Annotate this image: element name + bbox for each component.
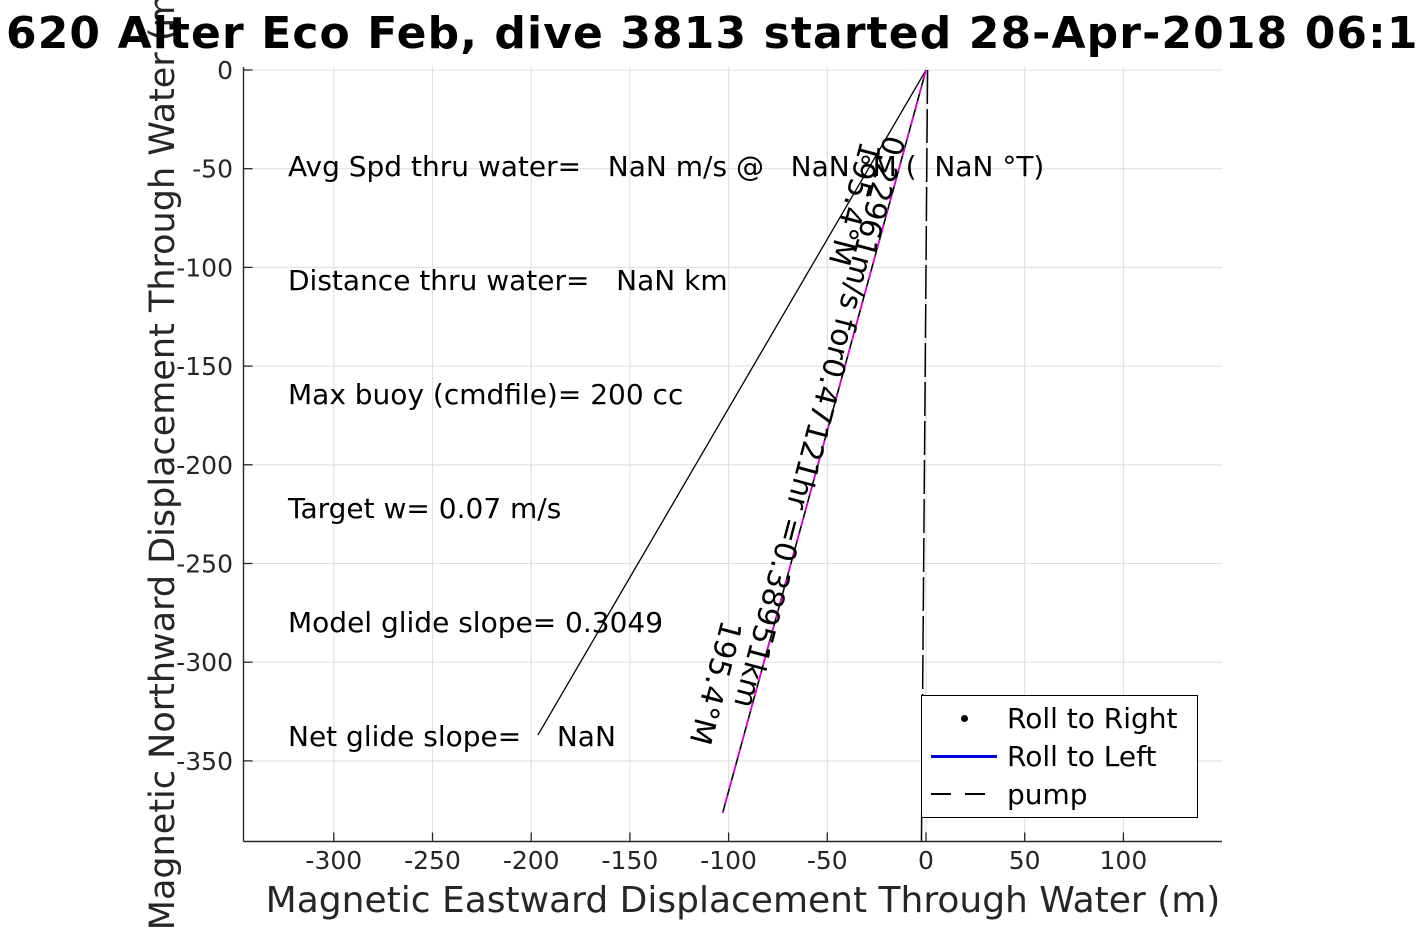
legend-entry-pump: pump — [922, 778, 1197, 811]
y-tick-label: -350 — [176, 747, 233, 776]
stats-line-model-slope: Model glide slope= 0.3049 — [288, 606, 664, 639]
stats-line-max-buoy: Max buoy (cmdfile)= 200 cc — [288, 378, 684, 411]
x-tick-label: -50 — [807, 846, 848, 875]
axes — [242, 67, 1222, 843]
x-tick-label: -150 — [602, 846, 659, 875]
y-tick-label: 0 — [217, 56, 233, 85]
x-tick-label: 0 — [918, 846, 934, 875]
dashed-line-marker-icon — [929, 792, 999, 796]
legend-box: Roll to Right Roll to Left pump — [921, 695, 1198, 818]
legend-label: Roll to Left — [1007, 739, 1157, 773]
figure-title: 620 Alter Eco Feb, dive 3813 started 28-… — [6, 8, 1417, 59]
solid-line-marker-icon — [929, 755, 999, 758]
dot-marker-icon — [929, 715, 999, 723]
x-tick-label: -300 — [305, 846, 362, 875]
stats-annotation: Avg Spd thru water= NaN m/s @ NaN °M ( N… — [288, 72, 1044, 794]
x-tick-label: 100 — [1100, 846, 1148, 875]
avg-displacement-magenta — [721, 69, 927, 814]
y-tick-label: -100 — [176, 253, 233, 282]
y-tick-label: -200 — [176, 451, 233, 480]
y-tick-label: -300 — [176, 648, 233, 677]
x-tick-label: -100 — [700, 846, 757, 875]
stats-line-distance: Distance thru water= NaN km — [288, 264, 728, 297]
stats-line-avg-speed: Avg Spd thru water= NaN m/s @ NaN °M ( N… — [288, 150, 1045, 183]
x-tick-label: -200 — [503, 846, 560, 875]
tick-labels: -300 -250 -200 -150 -100 -50 0 50 100 0 -50 -100 -15… — [176, 56, 1147, 875]
legend-entry-roll-to-right: Roll to Right — [922, 702, 1197, 735]
x-tick-label: -250 — [404, 846, 461, 875]
glide-track-west-line — [537, 69, 927, 736]
y-tick-label: -150 — [176, 352, 233, 381]
y-tick-label: -250 — [176, 550, 233, 579]
tick-marks — [243, 69, 1125, 842]
x-tick-label: 50 — [1009, 846, 1041, 875]
stats-line-net-slope: Net glide slope= NaN — [288, 720, 616, 753]
legend-label: pump — [1007, 777, 1088, 811]
stats-line-target-w: Target w= 0.07 m/s — [288, 492, 562, 525]
legend-label: Roll to Right — [1007, 702, 1178, 736]
y-tick-label: -50 — [192, 155, 233, 184]
x-axis-label: Magnetic Eastward Displacement Through W… — [265, 880, 1221, 921]
legend-entry-roll-to-left: Roll to Left — [922, 740, 1197, 773]
